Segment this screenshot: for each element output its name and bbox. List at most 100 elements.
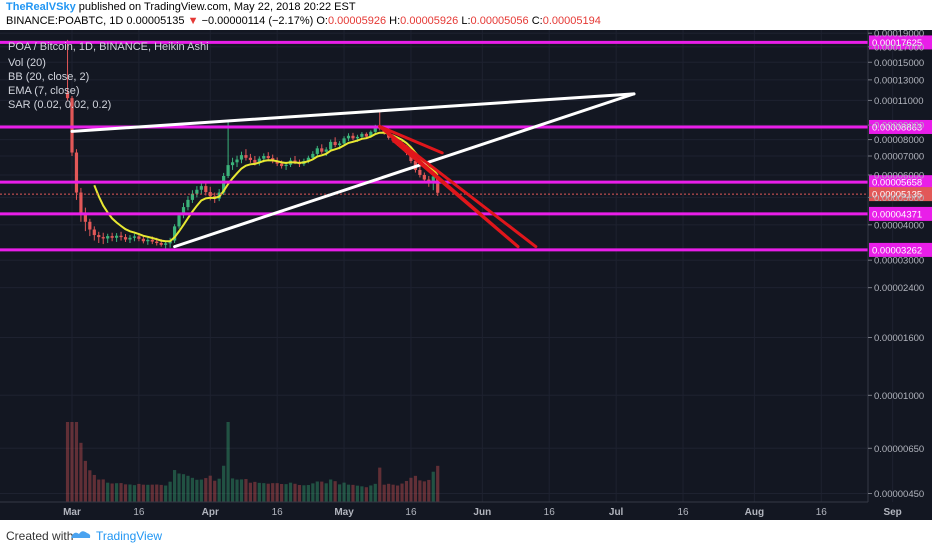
publish-line: TheRealVSky published on TradingView.com…: [6, 1, 356, 13]
quote-line: BINANCE:POABTC, 1D 0.00005135 ▼ −0.00000…: [6, 15, 601, 27]
published-text: published on TradingView.com, May 22, 20…: [78, 1, 356, 13]
legend-sar[interactable]: SAR (0.02, 0.02, 0.2): [8, 99, 111, 111]
candle-body: [253, 159, 257, 163]
candle: [186, 196, 190, 211]
volume-bar: [172, 470, 177, 502]
time-tick-label: Apr: [202, 507, 219, 518]
candle-body: [235, 159, 239, 163]
low-value: 0.00005056: [470, 15, 529, 27]
volume-bar: [346, 484, 351, 502]
candle-body: [74, 152, 79, 193]
level-price-label: 0.00003262: [872, 245, 922, 256]
volume-bar: [128, 484, 132, 502]
candle-body: [159, 243, 163, 245]
volume-bar: [222, 465, 226, 502]
volume-bar: [284, 484, 288, 502]
volume-bar: [364, 487, 368, 502]
candle-body: [346, 135, 351, 139]
candle-body: [190, 193, 195, 200]
volume-bar: [204, 478, 208, 502]
volume-bar: [422, 481, 426, 502]
volume-bar: [400, 483, 404, 502]
candle-body: [360, 133, 364, 137]
volume-bar: [311, 483, 315, 502]
candle-body: [141, 238, 145, 242]
candle: [199, 182, 203, 194]
candle: [119, 231, 123, 241]
candle-body: [239, 155, 244, 160]
time-tick-label: 16: [544, 507, 556, 518]
wedge-trendline: [70, 92, 636, 133]
legend-bb[interactable]: BB (20, close, 2): [8, 71, 89, 83]
volume-bar: [70, 422, 74, 502]
candle: [418, 167, 422, 178]
price-tick-label: 0.00009000: [874, 121, 924, 132]
candle-body: [418, 169, 422, 175]
tradingview-logo-icon[interactable]: [70, 528, 92, 542]
volume-bar: [208, 475, 212, 502]
legend-vol[interactable]: Vol (20): [8, 57, 46, 69]
volume-bar: [92, 474, 96, 502]
volume-bar: [213, 480, 217, 502]
volume-bar: [119, 483, 123, 502]
high-value: 0.00005926: [400, 15, 459, 27]
candle-body: [128, 237, 132, 240]
candle-body: [275, 161, 279, 164]
candle-body: [333, 141, 337, 146]
candle: [65, 39, 70, 101]
volume-bar: [431, 471, 435, 502]
candle: [74, 149, 79, 200]
volume-bar: [146, 484, 150, 502]
volume-bar: [418, 480, 422, 502]
footer: Created with TradingView: [0, 520, 932, 550]
candle-body: [364, 133, 368, 137]
volume-bar: [342, 482, 346, 502]
candle: [164, 241, 168, 249]
volume-bar: [302, 485, 306, 502]
price-tick-label: 0.00013000: [874, 75, 924, 86]
volume-bar: [65, 422, 70, 502]
volume-bar: [115, 483, 119, 502]
down-arrow-icon: ▼: [187, 15, 199, 27]
candle: [146, 237, 150, 245]
volume-bar: [239, 479, 244, 502]
symbol-text: BINANCE:POABTC, 1D: [6, 15, 124, 27]
candle-body: [199, 186, 203, 190]
volume-bar: [306, 485, 310, 502]
volume-bar: [280, 484, 284, 502]
candle-body: [355, 136, 360, 139]
candle-body: [97, 235, 101, 238]
volume-bar: [275, 483, 279, 502]
author-link[interactable]: TheRealVSky: [6, 1, 76, 13]
tradingview-brand[interactable]: TradingView: [96, 529, 163, 543]
candle: [128, 235, 132, 244]
level-price-box: [869, 119, 932, 134]
price-tick-label: 0.00001600: [874, 333, 924, 344]
candle-body: [186, 199, 190, 208]
volume-bar: [150, 484, 154, 502]
candle: [244, 149, 248, 161]
volume-bar: [137, 483, 141, 502]
price-chart[interactable]: 0.00017625 0.00008863 0.00005658 0.00004371…: [0, 29, 932, 520]
candle-body: [132, 236, 137, 238]
candle-body: [65, 92, 70, 99]
candle-body: [315, 148, 319, 154]
candle: [115, 233, 119, 242]
volume-bar: [355, 485, 360, 502]
volume-bar: [230, 478, 235, 502]
volume-bar: [351, 484, 355, 502]
candle-body: [204, 186, 208, 193]
candle-body: [369, 131, 373, 137]
candle-body: [88, 221, 92, 230]
volume-bar: [324, 483, 328, 502]
legend-ema[interactable]: EMA (7, close): [8, 85, 80, 97]
price-axis[interactable]: 0.00019000 0.00017000 0.00015000 0.00013000…: [867, 29, 924, 502]
level-price-box: [869, 206, 932, 221]
volume-bar: [262, 483, 266, 502]
candle-body: [284, 164, 288, 167]
chart-panel[interactable]: 0.00017625 0.00008863 0.00005658 0.00004371…: [0, 29, 932, 520]
time-axis[interactable]: Mar 16 Apr 16 May 16 Jun 16 Jul 16 Aug 16 Sep: [0, 501, 902, 518]
candle-body: [222, 175, 226, 193]
volume-bar: [186, 475, 190, 502]
candle: [195, 186, 199, 198]
